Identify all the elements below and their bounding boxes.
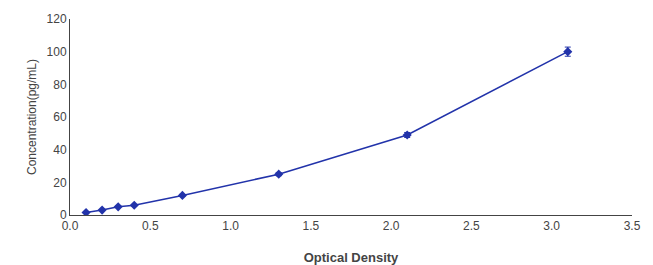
- svg-text:0: 0: [60, 208, 67, 222]
- svg-text:100: 100: [47, 45, 67, 59]
- svg-text:60: 60: [53, 110, 67, 124]
- svg-text:120: 120: [47, 12, 67, 26]
- svg-text:2.5: 2.5: [463, 219, 480, 233]
- svg-text:1.0: 1.0: [222, 219, 239, 233]
- svg-text:0.5: 0.5: [142, 219, 159, 233]
- svg-text:80: 80: [53, 78, 67, 92]
- svg-text:1.5: 1.5: [303, 219, 320, 233]
- svg-text:3.0: 3.0: [543, 219, 560, 233]
- svg-text:40: 40: [53, 143, 67, 157]
- svg-text:2.0: 2.0: [383, 219, 400, 233]
- svg-text:0.0: 0.0: [62, 219, 79, 233]
- svg-text:3.5: 3.5: [624, 219, 641, 233]
- svg-text:Concentration(pg/mL): Concentration(pg/mL): [25, 59, 39, 175]
- svg-text:20: 20: [53, 176, 67, 190]
- svg-text:Optical Density: Optical Density: [304, 250, 399, 265]
